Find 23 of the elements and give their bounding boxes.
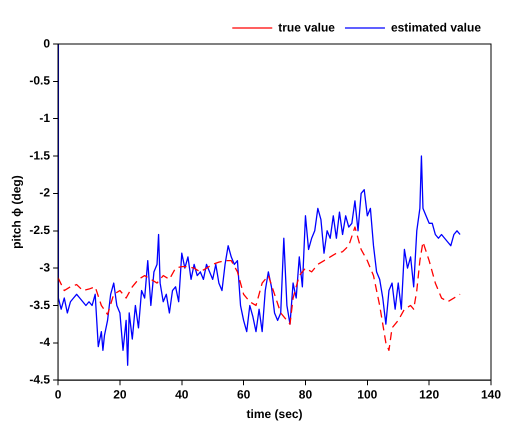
y-tick-label: -2.5	[29, 223, 50, 238]
legend-label: estimated value	[390, 20, 482, 34]
x-tick-label: 80	[298, 388, 312, 402]
x-tick-label: 140	[480, 388, 502, 402]
x-axis-title: time (sec)	[246, 407, 303, 422]
x-tick-label: 0	[54, 388, 62, 402]
y-tick-label: -1.5	[29, 148, 50, 162]
x-tick-label: 60	[236, 388, 251, 402]
y-tick-label: -4.5	[29, 372, 50, 387]
y-tick-label: -0.5	[29, 74, 50, 88]
legend-label: true value	[278, 20, 336, 34]
x-tick-label: 120	[419, 388, 440, 402]
y-tick-label: 0	[43, 36, 50, 50]
y-axis-title: pitch ϕ (deg)	[10, 175, 24, 249]
x-tick-label: 20	[113, 388, 127, 402]
y-tick-label: -3.5	[29, 298, 50, 312]
y-tick-label: -4	[39, 335, 50, 350]
y-tick-label: -2	[39, 186, 50, 200]
x-tick-label: 40	[175, 388, 189, 402]
y-tick-label: -1	[39, 111, 50, 126]
y-tick-label: -3	[39, 260, 50, 274]
line-series	[58, 226, 461, 351]
x-tick-label: 100	[357, 388, 378, 402]
